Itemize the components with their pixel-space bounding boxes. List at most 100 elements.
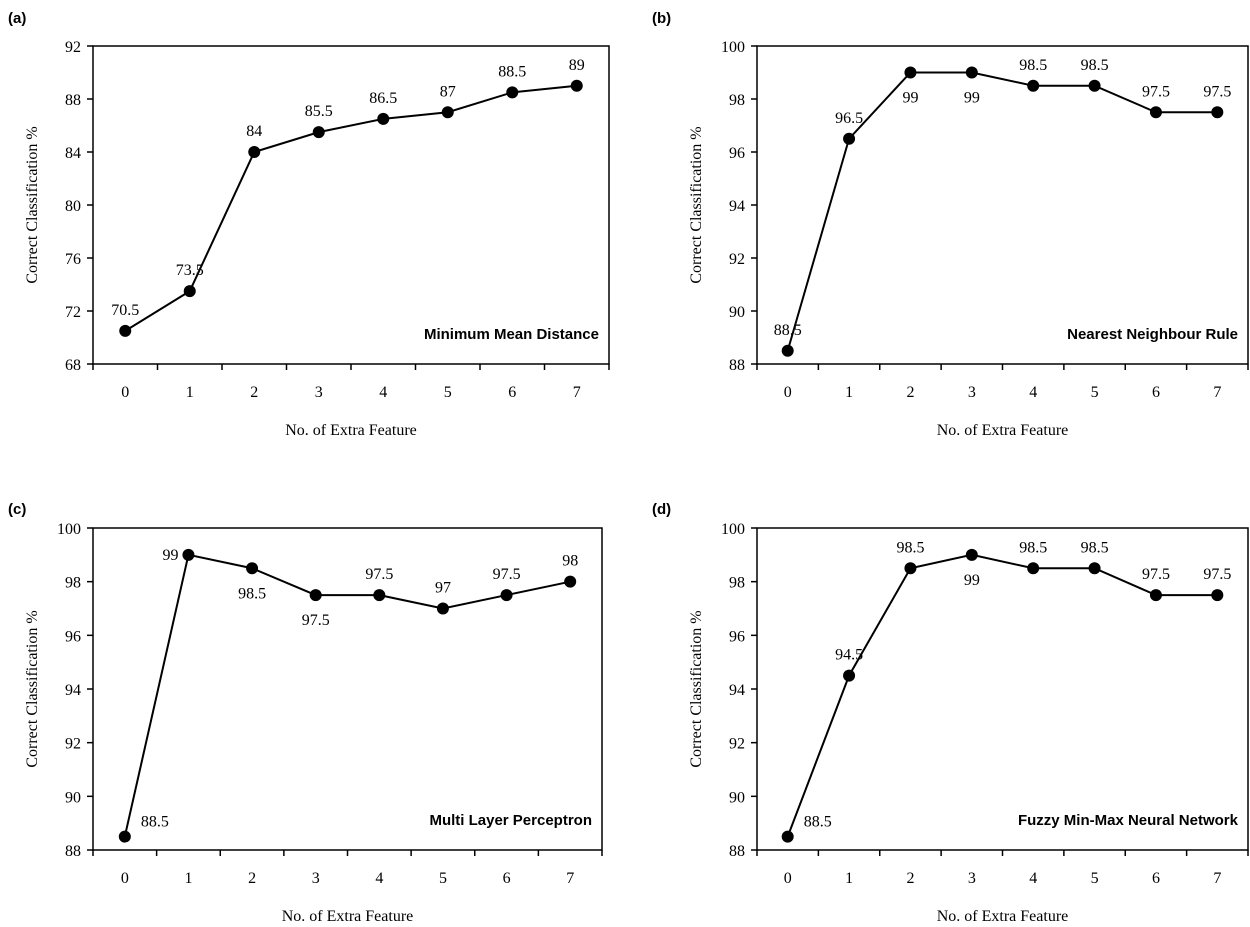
chart-title: Nearest Neighbour Rule [1067, 326, 1238, 343]
chart-title: Multi Layer Perceptron [429, 812, 592, 829]
y-tick-label: 88 [65, 92, 81, 109]
x-tick-label: 4 [375, 870, 383, 887]
data-point [182, 548, 195, 561]
data-point [377, 112, 390, 125]
data-point [1027, 562, 1040, 575]
x-tick-label: 4 [379, 384, 387, 401]
x-tick-label: 3 [315, 384, 323, 401]
data-label: 97.5 [1203, 566, 1231, 583]
plot-area-frame [756, 527, 1249, 851]
data-point [246, 562, 259, 575]
y-tick-label: 84 [65, 145, 81, 162]
y-tick-label: 100 [57, 521, 81, 538]
x-tick-label: 0 [784, 384, 792, 401]
y-tick-label: 90 [729, 304, 745, 321]
data-point [309, 589, 322, 602]
data-point [441, 106, 454, 119]
y-tick-label: 94 [729, 682, 745, 699]
x-tick-label: 2 [250, 384, 258, 401]
x-tick-label: 5 [1091, 384, 1099, 401]
y-tick-label: 92 [729, 251, 745, 268]
x-tick-label: 4 [1029, 870, 1037, 887]
y-tick-label: 100 [721, 521, 745, 538]
data-label: 88.5 [804, 814, 832, 831]
y-tick-label: 96 [729, 628, 745, 645]
y-tick-label: 92 [729, 736, 745, 753]
data-point [781, 344, 794, 357]
y-tick-label: 90 [729, 789, 745, 806]
x-tick-label: 0 [784, 870, 792, 887]
data-label: 94.5 [835, 647, 863, 664]
x-tick-label: 1 [845, 870, 853, 887]
panel-b: (b) 88 90 92 94 96 98 100 0 1 2 3 4 5 6 7 No. of Extra … [652, 10, 1249, 439]
x-axis-title: No. of Extra Feature [937, 908, 1069, 925]
data-point [118, 830, 131, 843]
y-tick-label: 98 [729, 92, 745, 109]
x-tick-label: 2 [248, 870, 256, 887]
data-point [373, 589, 386, 602]
x-tick-label: 7 [573, 384, 581, 401]
data-label: 98.5 [1019, 539, 1047, 556]
data-label: 88.5 [774, 322, 802, 339]
data-label: 89 [569, 57, 585, 74]
y-tick-label: 96 [65, 628, 81, 645]
x-tick-label: 0 [121, 384, 129, 401]
panel-letter-b: (b) [652, 10, 671, 27]
series-line [786, 553, 1218, 837]
x-tick-label: 6 [1152, 384, 1160, 401]
data-label: 84 [246, 123, 262, 140]
y-tick-label: 98 [729, 575, 745, 592]
x-tick-label: 3 [968, 384, 976, 401]
y-tick-label: 80 [65, 198, 81, 215]
data-label: 97.5 [302, 612, 330, 629]
y-tick-label: 90 [65, 789, 81, 806]
x-tick-label: 6 [1152, 870, 1160, 887]
y-tick-label: 72 [65, 304, 81, 321]
y-tick-label: 76 [65, 251, 81, 268]
data-label: 97.5 [1203, 83, 1231, 100]
data-point [1149, 106, 1162, 119]
data-point [1027, 79, 1040, 92]
x-tick-label: 0 [121, 870, 129, 887]
x-tick-label: 2 [906, 870, 914, 887]
data-label: 87 [440, 83, 456, 100]
data-point [965, 548, 978, 561]
y-tick-label: 92 [65, 736, 81, 753]
data-label: 99 [162, 547, 178, 564]
data-label: 88.5 [498, 63, 526, 80]
data-label: 86.5 [369, 90, 397, 107]
data-label: 99 [964, 90, 980, 107]
data-label: 98.5 [1019, 57, 1047, 74]
data-label: 99 [964, 572, 980, 589]
y-axis-title: Correct Classification % [688, 126, 705, 283]
panel-c: (c) 88 90 92 94 96 98 100 0 1 2 3 4 5 6 7 No. of Extra … [8, 501, 603, 925]
data-point [965, 66, 978, 79]
data-point [312, 126, 325, 139]
data-point [500, 589, 513, 602]
data-point [1211, 589, 1224, 602]
data-point [781, 830, 794, 843]
data-point [843, 132, 856, 145]
data-label: 98.5 [238, 585, 266, 602]
y-axis-title: Correct Classification % [688, 610, 705, 767]
series-line [786, 71, 1218, 352]
plot-area-frame [92, 527, 603, 851]
y-tick-label: 100 [721, 39, 745, 56]
x-tick-label: 6 [503, 870, 511, 887]
y-axis-title: Correct Classification % [24, 610, 41, 767]
x-tick-label: 6 [508, 384, 516, 401]
x-tick-label: 1 [845, 384, 853, 401]
panel-letter-c: (c) [8, 501, 26, 518]
y-tick-label: 88 [729, 357, 745, 374]
data-point [248, 146, 261, 158]
data-point [1211, 106, 1224, 119]
data-label: 97.5 [493, 566, 521, 583]
x-tick-label: 3 [312, 870, 320, 887]
x-tick-label: 5 [444, 384, 452, 401]
y-tick-label: 92 [65, 39, 81, 56]
x-tick-label: 7 [1213, 384, 1221, 401]
data-label: 99 [902, 90, 918, 107]
y-axis-title: Correct Classification % [24, 126, 41, 283]
data-point [570, 79, 583, 92]
